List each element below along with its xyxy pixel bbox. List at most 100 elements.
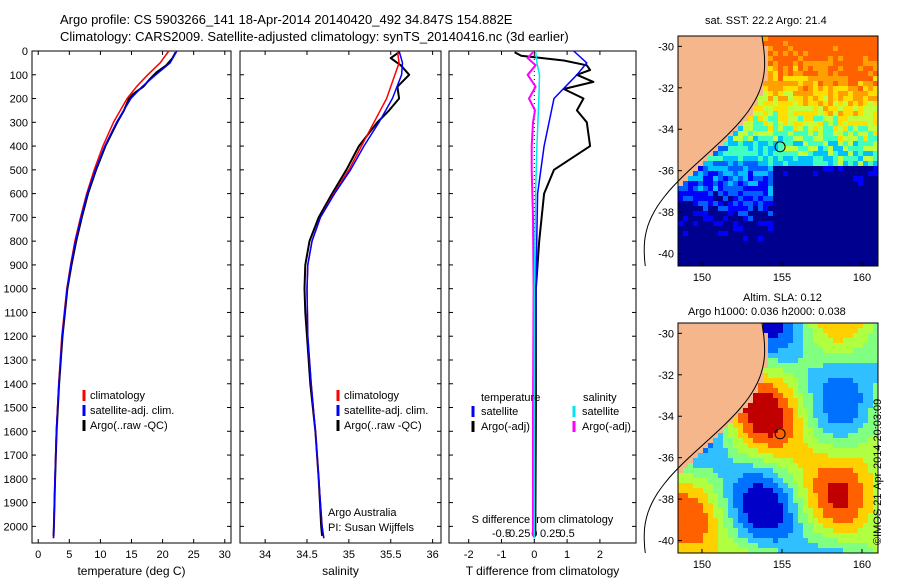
x-tick-label: 36 — [427, 549, 439, 561]
sst-cell — [678, 106, 683, 111]
sla-cell — [863, 388, 868, 393]
sst-cell — [693, 206, 698, 211]
sla-cell — [828, 358, 833, 363]
sla-cell — [828, 488, 833, 493]
sla-cell — [828, 353, 833, 358]
sla-cell — [818, 408, 823, 413]
sst-cell — [678, 151, 683, 156]
sla-cell — [678, 433, 683, 438]
sla-cell — [818, 503, 823, 508]
sst-cell — [748, 131, 753, 136]
sst-cell — [783, 76, 788, 81]
sst-cell — [838, 156, 843, 161]
sla-cell — [758, 433, 763, 438]
sst-cell — [813, 106, 818, 111]
sla-cell — [773, 453, 778, 458]
sla-cell — [708, 388, 713, 393]
sst-cell — [793, 186, 798, 191]
sla-cell — [833, 543, 838, 548]
sla-cell — [743, 423, 748, 428]
sla-cell — [838, 358, 843, 363]
sst-cell — [763, 181, 768, 186]
sst-cell — [698, 176, 703, 181]
sla-cell — [728, 363, 733, 368]
sst-cell — [693, 231, 698, 236]
sst-cell — [858, 166, 863, 171]
sla-cell — [678, 333, 683, 338]
sst-cell — [758, 236, 763, 241]
sst-cell — [753, 66, 758, 71]
sst-cell — [873, 221, 878, 226]
sla-cell — [828, 348, 833, 353]
sla-cell — [708, 448, 713, 453]
sst-cell — [723, 106, 728, 111]
sla-cell — [773, 468, 778, 473]
sla-cell — [738, 458, 743, 463]
sla-cell — [838, 498, 843, 503]
sla-cell — [853, 343, 858, 348]
sst-cell — [763, 91, 768, 96]
sla-cell — [798, 513, 803, 518]
sst-cell — [703, 56, 708, 61]
sla-cell — [873, 453, 878, 458]
sla-cell — [688, 478, 693, 483]
sla-cell — [708, 348, 713, 353]
sla-cell — [818, 328, 823, 333]
sla-cell — [858, 413, 863, 418]
sst-cell — [803, 261, 808, 266]
sla-cell — [823, 398, 828, 403]
sla-cell — [868, 483, 873, 488]
x-tick-label: 35.5 — [380, 549, 401, 561]
sst-cell — [823, 46, 828, 51]
sst-cell — [718, 66, 723, 71]
sla-cell — [678, 488, 683, 493]
sla-cell — [708, 433, 713, 438]
sla-cell — [798, 423, 803, 428]
sst-cell — [778, 136, 783, 141]
sla-cell — [778, 358, 783, 363]
sst-cell — [828, 206, 833, 211]
sla-cell — [678, 423, 683, 428]
sst-cell — [703, 96, 708, 101]
sst-cell — [788, 56, 793, 61]
sla-cell — [758, 468, 763, 473]
sst-cell — [748, 91, 753, 96]
sst-cell — [833, 256, 838, 261]
sla-cell — [723, 543, 728, 548]
sla-cell — [818, 363, 823, 368]
sla-cell — [868, 518, 873, 523]
sst-cell — [838, 201, 843, 206]
sla-cell — [783, 368, 788, 373]
sla-cell — [758, 463, 763, 468]
sla-cell — [833, 493, 838, 498]
sst-cell — [748, 126, 753, 131]
sst-cell — [858, 111, 863, 116]
sla-cell — [703, 378, 708, 383]
sst-cell — [753, 131, 758, 136]
sst-cell — [838, 51, 843, 56]
sst-cell — [848, 101, 853, 106]
sst-cell — [783, 201, 788, 206]
sst-cell — [868, 136, 873, 141]
sla-cell — [778, 383, 783, 388]
sla-cell — [763, 363, 768, 368]
sst-cell — [783, 126, 788, 131]
sst-cell — [713, 111, 718, 116]
sst-cell — [688, 261, 693, 266]
sla-cell — [723, 393, 728, 398]
sla-cell — [858, 458, 863, 463]
sst-cell — [733, 96, 738, 101]
sla-cell — [848, 373, 853, 378]
sst-cell — [858, 221, 863, 226]
sla-cell — [873, 523, 878, 528]
sla-cell — [738, 453, 743, 458]
sst-cell — [698, 96, 703, 101]
sla-cell — [778, 423, 783, 428]
sst-cell — [688, 161, 693, 166]
depth-tick-label: 1000 — [4, 284, 28, 296]
sst-cell — [818, 206, 823, 211]
sst-cell — [843, 246, 848, 251]
sst-cell — [703, 156, 708, 161]
sst-cell — [738, 181, 743, 186]
sla-cell — [828, 463, 833, 468]
